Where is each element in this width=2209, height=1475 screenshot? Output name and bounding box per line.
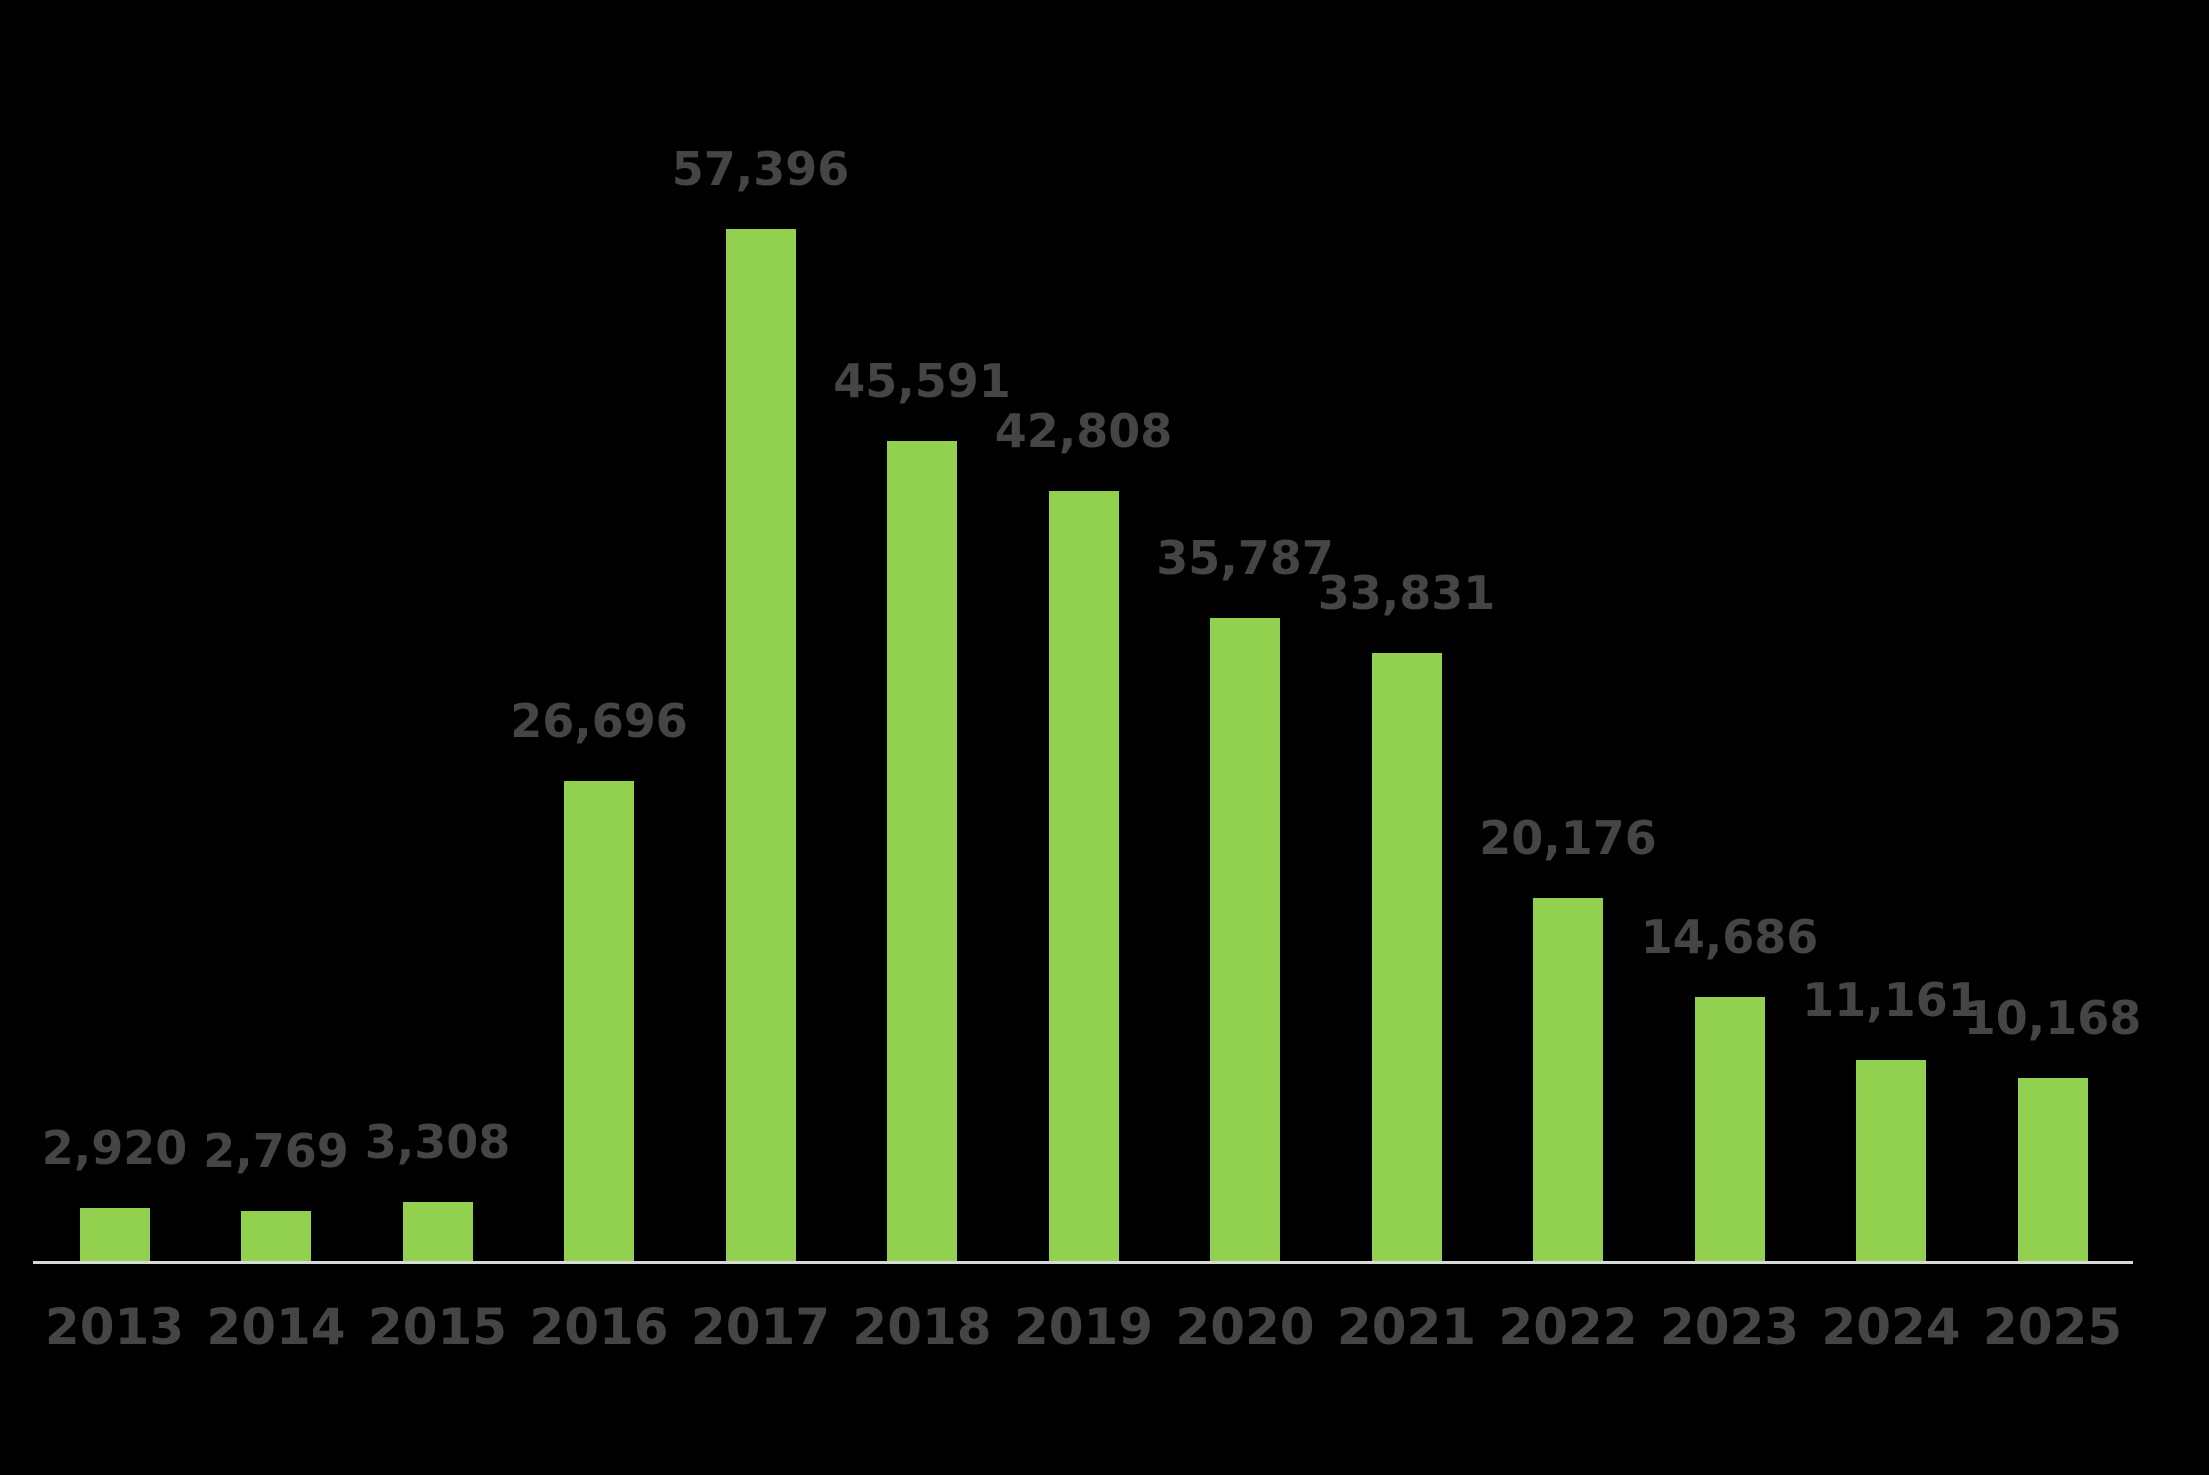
x-axis-tick-label: 2022 — [1498, 1298, 1638, 1356]
bar-value-label: 33,831 — [1317, 566, 1496, 620]
x-axis-tick-label: 2019 — [1013, 1298, 1154, 1356]
x-axis-tick-label: 2014 — [206, 1298, 346, 1356]
x-axis-line — [33, 1261, 2133, 1264]
bar-2016 — [564, 781, 634, 1261]
bar-2018 — [887, 441, 957, 1261]
x-axis-tick-label: 2013 — [44, 1298, 185, 1356]
bar-value-label: 45,591 — [833, 354, 1011, 408]
bar-value-label: 20,176 — [1479, 811, 1657, 865]
bar-2024 — [1856, 1060, 1926, 1261]
x-axis-tick-label: 2021 — [1336, 1298, 1477, 1356]
x-axis-tick-label: 2015 — [367, 1298, 508, 1356]
x-axis-tick-label: 2024 — [1821, 1298, 1961, 1356]
bar-2017 — [725, 229, 796, 1261]
bar-2025 — [2017, 1078, 2088, 1261]
bar-2022 — [1533, 898, 1603, 1261]
bar-2014 — [241, 1211, 311, 1261]
bar-value-label: 3,308 — [364, 1115, 511, 1169]
x-axis-tick-label: 2016 — [529, 1298, 669, 1356]
bar-value-label: 11,161 — [1802, 973, 1980, 1027]
x-axis-tick-label: 2020 — [1175, 1298, 1315, 1356]
bar-value-label: 42,808 — [994, 404, 1173, 458]
bar-value-label: 14,686 — [1640, 910, 1819, 964]
x-axis-tick-label: 2023 — [1659, 1298, 1800, 1356]
bar-value-label: 10,168 — [1963, 991, 2142, 1045]
bar-value-label: 57,396 — [671, 142, 850, 196]
bar-2019 — [1048, 491, 1119, 1261]
x-axis-tick-label: 2018 — [852, 1298, 992, 1356]
bar-2020 — [1210, 618, 1280, 1261]
bar-value-label: 2,920 — [41, 1121, 188, 1175]
bar-value-label: 2,769 — [203, 1124, 349, 1178]
bar-value-label: 35,787 — [1156, 531, 1334, 585]
bar-2013 — [79, 1208, 150, 1261]
bar-2015 — [402, 1202, 473, 1261]
bar-2021 — [1371, 653, 1442, 1261]
bar-2023 — [1694, 997, 1765, 1261]
x-axis-tick-label: 2017 — [690, 1298, 831, 1356]
bar-value-label: 26,696 — [510, 694, 688, 748]
x-axis-tick-label: 2025 — [1982, 1298, 2123, 1356]
